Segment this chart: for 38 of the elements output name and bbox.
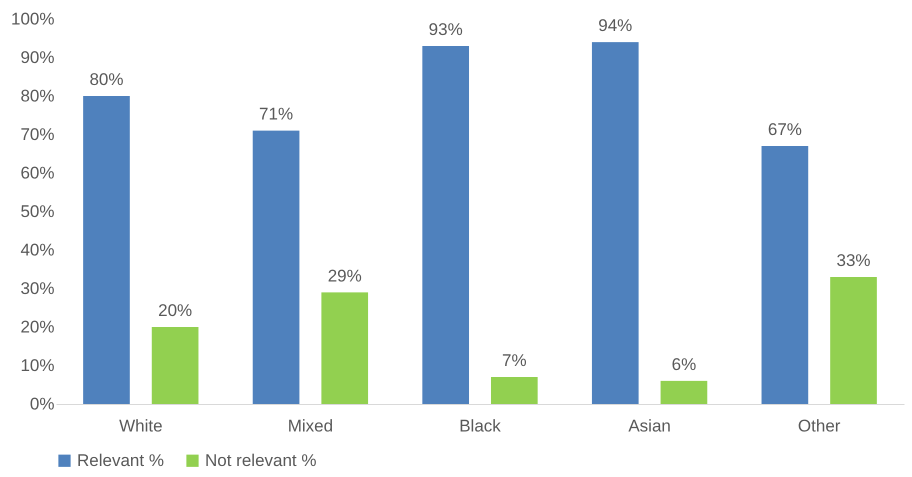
data-label: 94%	[598, 16, 632, 36]
bar	[830, 276, 877, 404]
y-tick-label: 80%	[20, 86, 54, 106]
x-tick-label: Black	[459, 416, 502, 436]
data-label: 93%	[428, 20, 463, 39]
x-tick-label: White	[119, 416, 163, 436]
data-label: 20%	[158, 301, 192, 320]
data-label: 80%	[89, 70, 124, 89]
bar	[592, 42, 639, 404]
data-label: 29%	[328, 266, 362, 286]
y-tick-label: 90%	[20, 48, 54, 67]
y-tick-label: 100%	[11, 10, 54, 28]
legend-label: Not relevant %	[205, 450, 316, 470]
y-tick-label: 0%	[30, 394, 54, 414]
y-tick-label: 70%	[20, 125, 54, 144]
bar	[83, 96, 130, 404]
bar	[490, 377, 538, 404]
y-tick-label: 10%	[20, 356, 54, 375]
bar	[660, 380, 708, 404]
legend-label: Relevant %	[77, 450, 164, 470]
y-tick-label: 50%	[20, 202, 54, 221]
data-label: 67%	[768, 120, 802, 140]
data-label: 7%	[502, 351, 527, 370]
y-tick-label: 30%	[20, 279, 54, 298]
bar	[152, 327, 198, 404]
data-label: 6%	[672, 354, 696, 374]
data-label: 71%	[259, 104, 294, 124]
bar	[762, 146, 808, 404]
x-tick-label: Asian	[628, 416, 671, 436]
data-label: 33%	[836, 250, 871, 270]
bar	[321, 292, 368, 404]
x-tick-label: Other	[798, 416, 841, 436]
y-tick-label: 40%	[20, 240, 54, 260]
y-tick-label: 20%	[20, 318, 54, 336]
x-tick-label: Mixed	[288, 416, 334, 436]
bar	[422, 46, 470, 404]
y-tick-label: 60%	[20, 164, 54, 182]
bar	[252, 130, 300, 404]
